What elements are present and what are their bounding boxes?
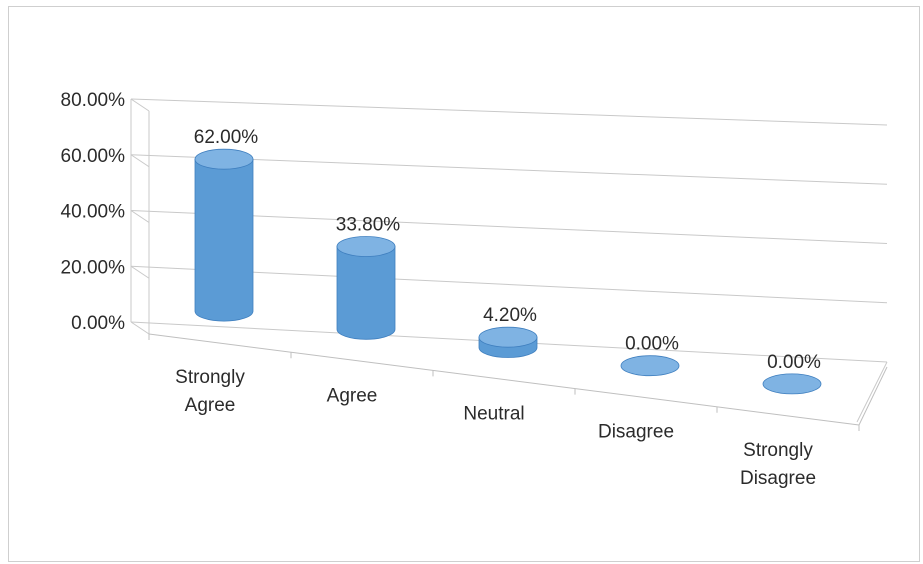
data-label: 62.00% — [194, 127, 259, 148]
y-tick-label: 0.00% — [71, 313, 125, 334]
floor-right-side — [858, 366, 888, 426]
data-label: 0.00% — [625, 334, 679, 355]
bar-top — [478, 326, 538, 348]
gridline — [130, 265, 888, 304]
side-gridline — [130, 210, 150, 223]
y-tick-label: 40.00% — [61, 202, 126, 223]
labels: 0.00% 20.00% 40.00% 60.00% 80.00% 62.00% Stron… — [61, 90, 821, 489]
bar-top — [620, 355, 680, 377]
x-axis — [148, 333, 860, 426]
y-tick-label: 80.00% — [61, 90, 126, 111]
chart-frame: 0.00% 20.00% 40.00% 60.00% 80.00% 62.00% Stron… — [8, 6, 920, 562]
category-label: Strongly Disagree — [740, 440, 816, 489]
bar-chart: 0.00% 20.00% 40.00% 60.00% 80.00% 62.00% Stron… — [61, 90, 888, 489]
category-label: Agree — [327, 385, 378, 406]
bar — [336, 246, 396, 340]
bar-top — [762, 373, 822, 395]
side-gridline — [130, 321, 150, 335]
bar-top — [336, 236, 396, 257]
y-tick-label: 20.00% — [61, 257, 126, 278]
gridline — [130, 154, 888, 185]
gridline — [130, 98, 888, 126]
grid-lines — [130, 98, 888, 363]
category-label: Neutral — [463, 404, 524, 425]
bars — [194, 148, 822, 395]
gridline — [130, 210, 888, 244]
bar — [194, 158, 254, 322]
data-label: 0.00% — [767, 352, 821, 373]
side-gridline — [130, 98, 150, 112]
data-label: 33.80% — [336, 214, 401, 235]
side-gridline — [130, 265, 150, 279]
category-label: Disagree — [598, 422, 674, 443]
category-label: Strongly Agree — [175, 367, 245, 416]
side-gridline — [130, 154, 150, 168]
bar-top — [194, 148, 254, 170]
axes — [130, 99, 888, 431]
data-label: 4.20% — [483, 305, 537, 326]
y-tick-label: 60.00% — [61, 146, 126, 167]
floor-right-edge — [856, 361, 888, 423]
